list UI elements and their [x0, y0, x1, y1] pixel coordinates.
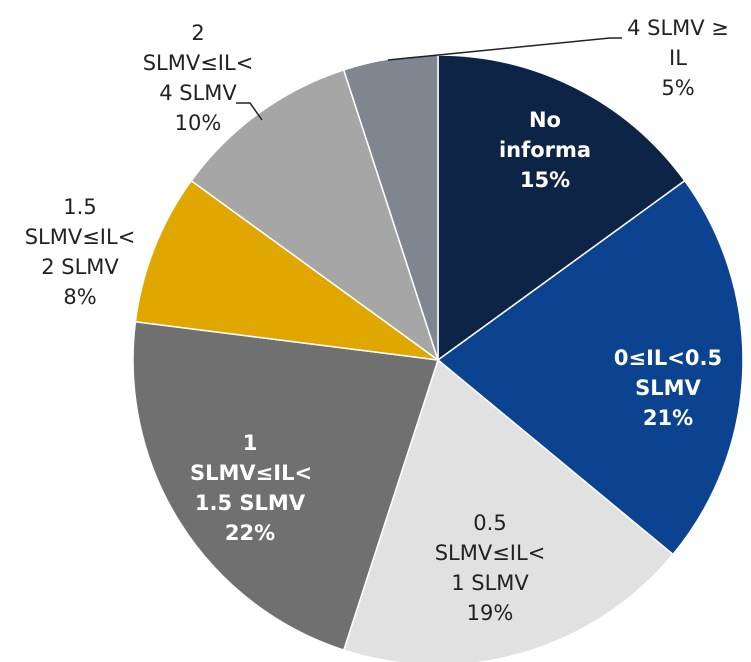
value-label: 10% [174, 111, 222, 135]
pie-slice [342, 358, 675, 662]
category-label: 0≤IL<0.5 SLMV [613, 346, 723, 400]
slice-label: 0≤IL<0.5 SLMV 21% [603, 343, 733, 433]
slice-label: No informa 15% [490, 105, 600, 195]
slice-label: 0.5 SLMV≤IL< 1 SLMV 19% [430, 508, 550, 628]
pie-slice [437, 54, 686, 362]
value-label: 5% [661, 76, 695, 100]
category-label: 4 SLMV ≥ IL [627, 16, 729, 70]
pie-slice [134, 179, 439, 361]
value-label: 15% [519, 168, 571, 192]
category-label: 0.5 SLMV≤IL< 1 SLMV [434, 511, 546, 595]
slice-label: 2 SLMV≤IL< 4 SLMV 10% [138, 18, 258, 138]
leader-line [387, 37, 622, 61]
category-label: 2 SLMV≤IL< 4 SLMV [142, 21, 254, 105]
slice-label: 1 SLMV≤IL< 1.5 SLMV 22% [190, 428, 313, 548]
pie-slice [132, 320, 439, 652]
value-label: 22% [224, 521, 276, 545]
category-label: 1.5 SLMV≤IL< 2 SLMV [24, 195, 136, 279]
value-label: 21% [642, 406, 694, 430]
leader-line [236, 102, 263, 121]
value-label: 8% [63, 285, 97, 309]
pie-slice [190, 68, 440, 362]
value-label: 19% [466, 601, 514, 625]
pie-slice [436, 179, 744, 556]
category-label: No informa [498, 108, 592, 162]
slice-label: 1.5 SLMV≤IL< 2 SLMV 8% [20, 192, 140, 312]
slice-label: 4 SLMV ≥ IL 5% [623, 13, 733, 103]
category-label: 1 SLMV≤IL< 1.5 SLMV [190, 431, 313, 515]
